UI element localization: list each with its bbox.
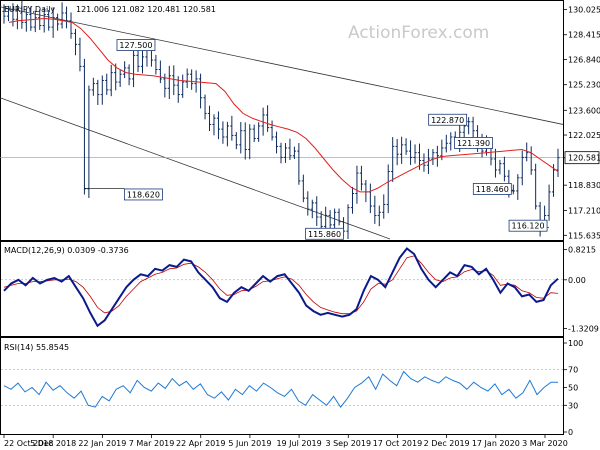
- x-tick-label: 3 Mar 2020: [522, 439, 568, 448]
- rsi-y-tick-label: 50: [568, 384, 578, 393]
- macd-y-tick-label: 0.8215: [568, 246, 596, 255]
- x-tick-label: 7 Mar 2019: [129, 439, 175, 448]
- annotation-label: 127.500: [119, 41, 152, 50]
- annotation-label: 118.460: [476, 185, 509, 194]
- price-y-tick-label: 115.635: [568, 231, 600, 240]
- annotation-label: 122.870: [431, 116, 464, 125]
- axis-layer: 130.025 128.415 126.840 125.230 123.600 122.0…: [3, 5, 600, 448]
- price-y-tick-label: 130.025: [568, 5, 600, 14]
- price-y-tick-label: 117.210: [568, 207, 600, 216]
- channel-lower-line: [0, 97, 391, 240]
- rsi-y-tick-label: 0: [568, 428, 573, 437]
- annotation-box: [428, 113, 468, 126]
- watermark: ActionForex.com: [348, 23, 489, 43]
- x-tick-label: 22 Apr 2019: [176, 439, 225, 448]
- rsi-y-tick-label: 30: [568, 401, 578, 410]
- x-tick-label: 22 Oct 2018: [4, 439, 53, 448]
- price-layer: 127.500 118.620 115.860 122.870 121.390 118.4…: [0, 0, 564, 240]
- macd-layer: [1, 247, 563, 328]
- rsi-panel-frame: [0, 337, 564, 435]
- price-panel-title: EURJPY,Daily: [4, 5, 55, 14]
- annotation-label: 121.390: [457, 139, 490, 148]
- annotation-box: [116, 39, 156, 51]
- annotation-label: 118.620: [127, 190, 160, 199]
- price-panel-frame: [0, 0, 564, 241]
- macd-y-tick-label: 0.00: [568, 276, 586, 285]
- price-y-tick-label: 120.581: [568, 154, 600, 163]
- moving-average-line: [8, 17, 559, 193]
- macd-signal-line: [3, 255, 559, 315]
- rsi-layer: [1, 369, 563, 408]
- price-y-tick-label: 125.230: [568, 81, 600, 90]
- macd-y-tick-label: -1.3209: [568, 324, 599, 333]
- x-tick-label: 19 Jul 2019: [276, 439, 321, 448]
- last-price-label-box: [564, 151, 600, 165]
- price-y-tick-label: 128.415: [568, 31, 600, 40]
- annotation-label: 116.120: [512, 222, 545, 231]
- x-tick-label: 17 Jan 2020: [472, 439, 520, 448]
- x-tick-label: 17 Oct 2019: [373, 439, 422, 448]
- x-tick-label: 5 Dec 2018: [30, 439, 76, 448]
- macd-panel-frame: [0, 241, 564, 337]
- price-y-tick-label: 126.840: [568, 55, 600, 64]
- channel-upper-line: [0, 6, 564, 125]
- x-tick-label: 22 Jan 2019: [78, 439, 126, 448]
- rsi-line: [3, 370, 559, 408]
- annotation-box: [124, 188, 163, 201]
- rsi-y-tick-label: 70: [568, 366, 578, 375]
- rsi-panel-title: RSI(14) 55.8545: [4, 343, 69, 352]
- price-y-tick-label: 123.600: [568, 106, 600, 115]
- macd-panel-title: MACD(12,26,9) 0.0309 -0.3736: [4, 246, 129, 255]
- annotation-box: [454, 137, 493, 149]
- macd-line: [3, 247, 559, 328]
- annotation-box: [508, 219, 548, 232]
- x-tick-label: 5 Jun 2019: [228, 439, 271, 448]
- price-y-tick-label: 122.025: [568, 131, 600, 140]
- annotation-label: 115.860: [308, 230, 341, 239]
- x-tick-label: 3 Sep 2019: [325, 439, 371, 448]
- price-ohlc-values: 121.006 121.082 120.481 120.581: [76, 5, 216, 14]
- annotation-box: [472, 183, 512, 195]
- rsi-y-tick-label: 100: [568, 339, 583, 348]
- x-tick-label: 2 Dec 2019: [424, 439, 470, 448]
- price-y-tick-label: 118.830: [568, 181, 600, 190]
- annotation-box: [305, 227, 344, 240]
